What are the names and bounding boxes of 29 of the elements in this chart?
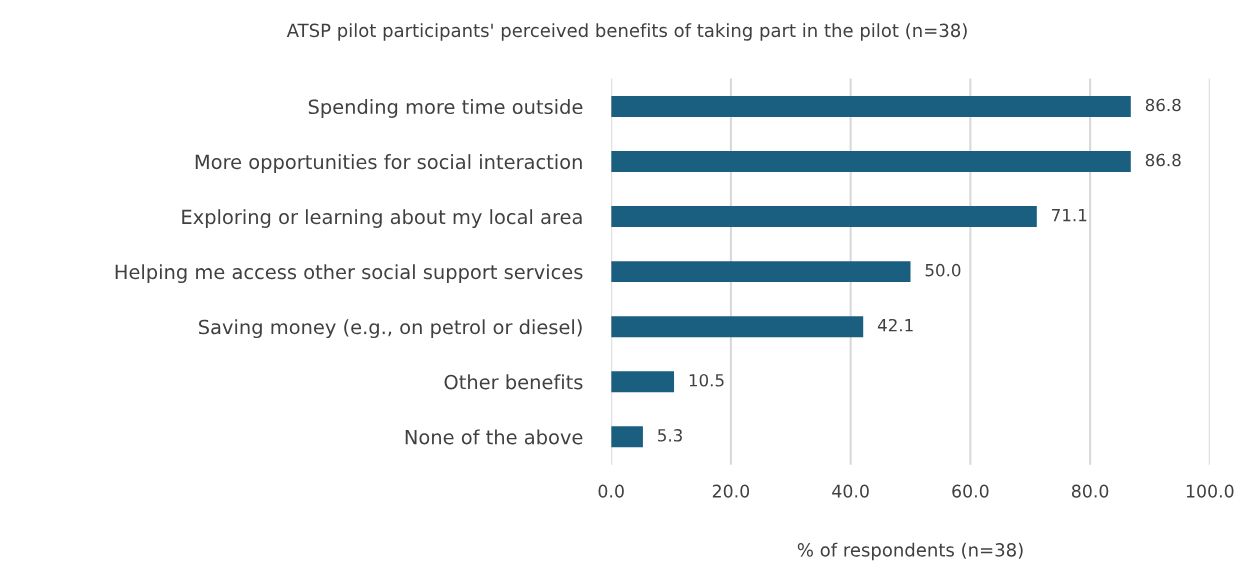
x-tick-label: 60.0 xyxy=(952,484,989,498)
y-tick-label: Saving money (e.g., on petrol or diesel) xyxy=(199,319,582,339)
bar xyxy=(611,151,1131,172)
y-tick-label: Spending more time outside xyxy=(308,99,583,118)
y-tick-label: Helping me access other social support services xyxy=(115,264,583,284)
bar xyxy=(611,371,675,393)
data-label: 10.5 xyxy=(689,373,724,387)
y-tick-label: Exploring or learning about my local area xyxy=(182,209,582,228)
data-label: 42.1 xyxy=(877,318,913,332)
data-label: 71.1 xyxy=(1052,209,1087,222)
chart-title: ATSP pilot participants' perceived benefits of taking part in the pilot (n=38) xyxy=(286,23,967,41)
x-axis-title: % of respondents (n=38) xyxy=(797,542,1023,561)
data-label: 86.8 xyxy=(1145,98,1181,112)
x-tick-label: 40.0 xyxy=(832,484,869,498)
x-tick-label: 80.0 xyxy=(1071,484,1109,498)
x-tick-label: 20.0 xyxy=(712,484,750,498)
y-tick-label: More opportunities for social interaction xyxy=(195,154,582,173)
y-tick-label: None of the above xyxy=(405,429,583,445)
bar xyxy=(611,316,864,338)
bar xyxy=(611,261,911,283)
data-label: 5.3 xyxy=(658,429,682,442)
bar xyxy=(611,96,1131,117)
data-label: 86.8 xyxy=(1145,153,1181,167)
x-tick-label: 0.0 xyxy=(598,484,624,498)
y-tick-label: Other benefits xyxy=(444,374,583,390)
bar xyxy=(611,426,643,448)
data-label: 50.0 xyxy=(925,263,961,277)
bar xyxy=(611,206,1037,228)
x-tick-label: 100.0 xyxy=(1186,484,1234,498)
